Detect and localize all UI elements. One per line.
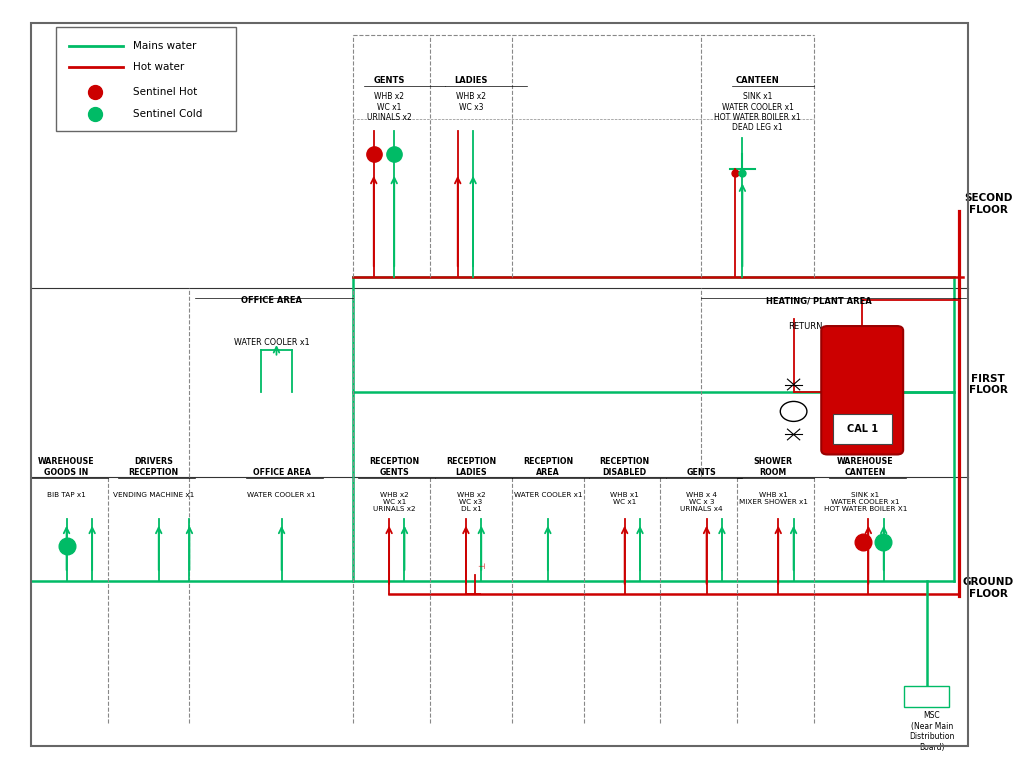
Text: RECEPTION
AREA: RECEPTION AREA (523, 458, 572, 477)
Text: RETURN: RETURN (788, 322, 823, 331)
Text: OFFICE AREA: OFFICE AREA (253, 468, 310, 477)
Text: SECOND
FLOOR: SECOND FLOOR (964, 193, 1013, 215)
Text: WAREHOUSE
GOODS IN: WAREHOUSE GOODS IN (38, 458, 95, 477)
Text: OFFICE AREA: OFFICE AREA (241, 296, 302, 305)
Text: Sentinel Hot: Sentinel Hot (133, 87, 198, 98)
Text: WHB x 4
WC x 3
URINALS x4: WHB x 4 WC x 3 URINALS x4 (680, 492, 723, 512)
FancyBboxPatch shape (821, 326, 903, 454)
Text: WHB x2
WC x3
DL x1: WHB x2 WC x3 DL x1 (457, 492, 485, 512)
Text: MSC
(Near Main
Distribution
Board): MSC (Near Main Distribution Board) (909, 711, 954, 751)
Text: WATER COOLER x1: WATER COOLER x1 (514, 492, 582, 498)
FancyBboxPatch shape (904, 686, 949, 707)
Text: GROUND
FLOOR: GROUND FLOOR (963, 578, 1014, 599)
Circle shape (780, 401, 807, 421)
Text: CAL 1: CAL 1 (847, 424, 878, 434)
Text: DRIVERS
RECEPTION: DRIVERS RECEPTION (129, 458, 178, 477)
Text: VENDING MACHINE x1: VENDING MACHINE x1 (113, 492, 195, 498)
Text: SINK x1
WATER COOLER x1
HOT WATER BOILER x1
DEAD LEG x1: SINK x1 WATER COOLER x1 HOT WATER BOILER… (715, 92, 801, 132)
Text: FIRST
FLOOR: FIRST FLOOR (969, 374, 1008, 395)
FancyBboxPatch shape (833, 414, 892, 444)
Text: LADIES: LADIES (455, 75, 487, 85)
Text: WAREHOUSE
CANTEEN: WAREHOUSE CANTEEN (837, 458, 894, 477)
Text: WHB x2
WC x1
URINALS x2: WHB x2 WC x1 URINALS x2 (373, 492, 416, 512)
Text: CANTEEN: CANTEEN (736, 75, 779, 85)
Text: Hot water: Hot water (133, 62, 184, 72)
Text: WHB x2
WC x1
URINALS x2: WHB x2 WC x1 URINALS x2 (367, 92, 412, 122)
Text: SHOWER
ROOM: SHOWER ROOM (754, 458, 793, 477)
Text: RECEPTION
LADIES: RECEPTION LADIES (446, 458, 496, 477)
Text: SINK x1
WATER COOLER x1
HOT WATER BOILER X1: SINK x1 WATER COOLER x1 HOT WATER BOILER… (823, 492, 907, 512)
Text: WHB x1
WC x1: WHB x1 WC x1 (610, 492, 639, 505)
Text: WHB x1
MIXER SHOWER x1: WHB x1 MIXER SHOWER x1 (738, 492, 808, 505)
Text: BIB TAP x1: BIB TAP x1 (47, 492, 86, 498)
Text: ⊣: ⊣ (477, 562, 484, 571)
Text: Sentinel Cold: Sentinel Cold (133, 108, 203, 119)
Text: WATER COOLER x1: WATER COOLER x1 (248, 492, 315, 498)
Text: RECEPTION
GENTS: RECEPTION GENTS (370, 458, 419, 477)
Text: HEATING/ PLANT AREA: HEATING/ PLANT AREA (766, 296, 872, 305)
Text: WHB x2
WC x3: WHB x2 WC x3 (456, 92, 486, 112)
Text: Mains water: Mains water (133, 41, 197, 52)
Text: GENTS: GENTS (374, 75, 404, 85)
Text: RECEPTION
DISABLED: RECEPTION DISABLED (600, 458, 649, 477)
Text: WATER COOLER x1: WATER COOLER x1 (233, 338, 309, 347)
Text: GENTS: GENTS (686, 468, 717, 477)
FancyBboxPatch shape (56, 27, 236, 131)
